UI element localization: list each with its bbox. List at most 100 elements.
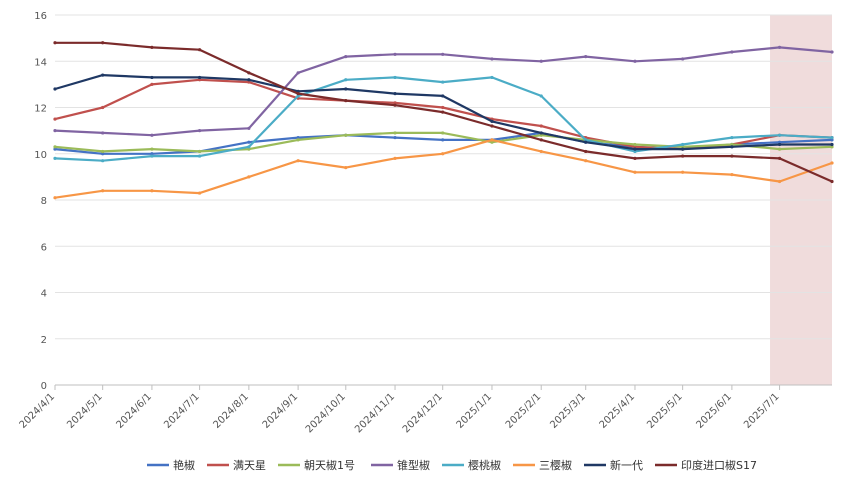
series-layer	[53, 41, 834, 200]
legend-label: 三樱椒	[539, 458, 572, 472]
legend-item-0[interactable]: 艳椒	[147, 458, 195, 472]
data-point	[296, 135, 300, 140]
data-point	[150, 45, 154, 49]
x-tick-label: 2025/3/1	[548, 391, 588, 431]
data-point	[490, 57, 494, 61]
data-point	[197, 129, 202, 133]
data-point	[53, 145, 57, 149]
data-point	[539, 131, 543, 135]
data-point	[197, 78, 202, 82]
x-tick-label: 2025/6/1	[694, 391, 734, 431]
data-point	[490, 124, 494, 128]
legend-label: 朝天椒1号	[304, 458, 355, 472]
data-point	[830, 145, 834, 149]
data-point	[777, 140, 782, 144]
data-point	[830, 135, 834, 140]
data-point	[101, 159, 105, 163]
legend-label: 新一代	[610, 458, 643, 472]
data-point	[830, 50, 834, 54]
y-tick-label: 0	[41, 381, 47, 392]
data-point	[296, 94, 300, 98]
legend-item-6[interactable]: 新一代	[584, 458, 643, 472]
y-tick-label: 10	[34, 150, 47, 161]
x-tick-label: 2024/10/1	[304, 391, 348, 435]
data-point	[247, 140, 251, 144]
data-point	[777, 45, 782, 49]
data-point	[53, 147, 57, 151]
x-tick-label: 2024/11/1	[353, 391, 397, 435]
data-point	[101, 152, 105, 156]
data-point	[539, 149, 543, 154]
data-point	[441, 152, 445, 156]
data-point	[730, 142, 734, 147]
data-point	[730, 135, 734, 140]
data-point	[584, 55, 588, 59]
data-point	[441, 131, 445, 135]
data-point	[830, 138, 834, 142]
data-point	[344, 166, 348, 170]
data-point	[777, 147, 782, 151]
legend-item-5[interactable]: 三樱椒	[513, 458, 572, 472]
data-point	[681, 147, 685, 151]
x-tick-label: 2024/5/1	[65, 391, 105, 431]
data-point	[296, 92, 300, 96]
legend-label: 锥型椒	[397, 458, 430, 472]
data-point	[101, 149, 105, 154]
data-point	[247, 147, 251, 151]
y-tick-label: 8	[41, 196, 47, 207]
data-point	[633, 156, 637, 160]
data-point	[150, 152, 154, 156]
data-point	[197, 75, 202, 80]
data-point	[101, 105, 105, 110]
data-point	[539, 59, 543, 63]
legend-item-7[interactable]: 印度进口椒S17	[655, 458, 757, 472]
data-point	[539, 124, 543, 128]
data-point	[296, 71, 300, 75]
data-point	[393, 75, 397, 80]
data-point	[344, 78, 348, 82]
data-point	[53, 87, 57, 91]
data-point	[393, 103, 397, 107]
data-point	[539, 133, 543, 137]
series-line-3	[54, 46, 833, 137]
data-point	[247, 71, 251, 75]
data-point	[247, 80, 251, 84]
data-point	[247, 145, 251, 149]
data-point	[633, 142, 637, 147]
data-point	[150, 75, 154, 80]
data-point	[730, 172, 734, 177]
data-point	[441, 105, 445, 110]
data-point	[197, 191, 202, 195]
legend[interactable]: 艳椒 满天星 朝天椒1号 锥型椒 樱桃椒 三樱椒 新一代 印度进口椒S17	[147, 458, 757, 472]
data-point	[490, 119, 494, 123]
data-point	[633, 147, 637, 151]
legend-item-3[interactable]: 锥型椒	[371, 458, 430, 472]
data-point	[681, 154, 685, 158]
data-point	[681, 57, 685, 61]
data-point	[681, 145, 685, 149]
x-tick-label: 2024/9/1	[261, 391, 301, 431]
data-point	[777, 179, 782, 184]
legend-item-1[interactable]: 满天星	[207, 459, 266, 472]
data-point	[777, 133, 782, 137]
x-tick-label: 2025/5/1	[645, 391, 685, 431]
data-point	[393, 101, 397, 105]
x-tick-label: 2024/7/1	[162, 391, 202, 431]
data-point	[830, 179, 834, 184]
data-point	[681, 170, 685, 174]
data-point	[197, 48, 202, 52]
data-point	[344, 133, 348, 137]
legend-label: 樱桃椒	[468, 458, 501, 472]
x-tick-label: 2025/7/1	[742, 391, 782, 431]
data-point	[344, 98, 348, 103]
legend-item-2[interactable]: 朝天椒1号	[278, 458, 355, 472]
legend-item-4[interactable]: 樱桃椒	[442, 458, 501, 472]
data-point	[730, 154, 734, 158]
data-point	[584, 159, 588, 163]
y-tick-label: 12	[34, 104, 47, 115]
data-point	[441, 138, 445, 142]
data-point	[777, 142, 782, 147]
